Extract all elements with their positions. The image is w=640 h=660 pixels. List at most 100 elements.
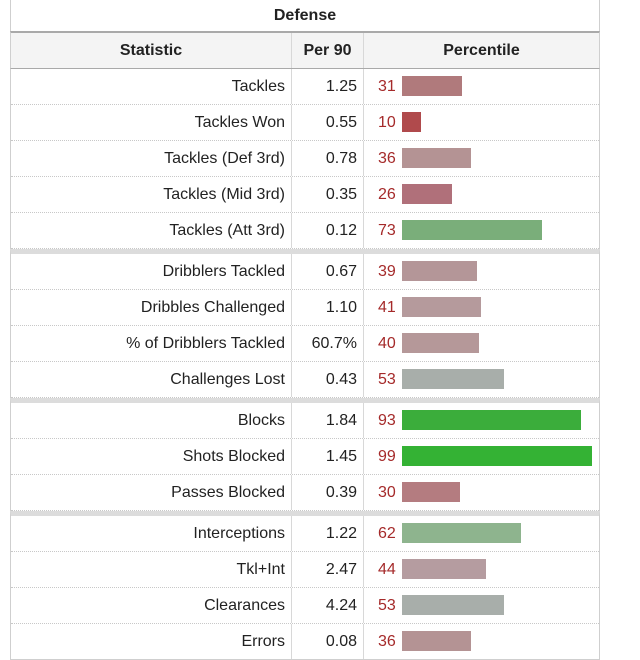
percentile-cell: 31 [363, 69, 599, 104]
percentile-bar-track [402, 552, 599, 587]
percentile-cell: 40 [363, 326, 599, 361]
percentile-bar-track [402, 439, 599, 474]
per-90-value: 0.67 [291, 254, 363, 289]
percentile-bar [402, 76, 462, 96]
header-row: Statistic Per 90 Percentile [10, 31, 600, 69]
header-per-90: Per 90 [291, 33, 363, 68]
percentile-value: 99 [378, 447, 396, 465]
stat-label: Tackles [231, 77, 285, 95]
percentile-cell: 44 [363, 552, 599, 587]
stat-label: Challenges Lost [170, 370, 285, 388]
per-90-value: 0.39 [291, 475, 363, 510]
percentile-bar [402, 333, 479, 353]
percentile-cell: 62 [363, 516, 599, 551]
stat-label: Tackles (Mid 3rd) [163, 185, 285, 203]
percentile-bar [402, 148, 471, 168]
percentile-value: 44 [378, 560, 396, 578]
percentile-value: 53 [378, 596, 396, 614]
per-90-value: 1.45 [291, 439, 363, 474]
stat-label: Tackles Won [194, 113, 285, 131]
per-90-value: 0.35 [291, 177, 363, 212]
percentile-cell: 53 [363, 588, 599, 623]
percentile-bar-track [402, 326, 599, 361]
per-90-value: 1.22 [291, 516, 363, 551]
percentile-cell: 26 [363, 177, 599, 212]
percentile-bar [402, 184, 452, 204]
table-row: Clearances 4.24 53 [11, 588, 599, 624]
stat-label: % of Dribblers Tackled [126, 334, 285, 352]
percentile-value: 62 [378, 524, 396, 542]
table-row: Shots Blocked 1.45 99 [11, 439, 599, 475]
percentile-bar [402, 595, 504, 615]
percentile-bar [402, 220, 542, 240]
stat-label: Interceptions [193, 524, 285, 542]
percentile-cell: 41 [363, 290, 599, 325]
table-row: Tkl+Int 2.47 44 [11, 552, 599, 588]
stat-label: Dribbles Challenged [140, 298, 285, 316]
percentile-bar [402, 369, 504, 389]
stat-label: Tkl+Int [236, 560, 285, 578]
stat-label: Shots Blocked [182, 447, 285, 465]
percentile-bar-track [402, 588, 599, 623]
table-row: Dribbles Challenged 1.10 41 [11, 290, 599, 326]
percentile-bar-track [402, 213, 599, 248]
table-row: Challenges Lost 0.43 53 [11, 362, 599, 398]
per-90-value: 1.10 [291, 290, 363, 325]
stat-label: Clearances [204, 596, 285, 614]
percentile-value: 39 [378, 262, 396, 280]
percentile-bar-track [402, 177, 599, 212]
per-90-value: 0.78 [291, 141, 363, 176]
percentile-bar [402, 559, 486, 579]
percentile-bar-track [402, 290, 599, 325]
row-group: Blocks 1.84 93 Shots Blocked 1.45 99 Passes Bl… [10, 398, 600, 511]
table-row: Errors 0.08 36 [11, 624, 599, 660]
header-statistic: Statistic [119, 41, 183, 59]
percentile-bar [402, 631, 471, 651]
percentile-cell: 73 [363, 213, 599, 248]
percentile-bar-track [402, 105, 599, 140]
percentile-bar-track [402, 362, 599, 397]
table-row: Tackles (Mid 3rd) 0.35 26 [11, 177, 599, 213]
per-90-value: 1.25 [291, 69, 363, 104]
percentile-value: 26 [378, 185, 396, 203]
row-group: Interceptions 1.22 62 Tkl+Int 2.47 44 Clearanc… [10, 511, 600, 660]
stat-label: Passes Blocked [171, 483, 285, 501]
percentile-value: 30 [378, 483, 396, 501]
per-90-value: 4.24 [291, 588, 363, 623]
stat-label: Tackles (Def 3rd) [164, 149, 285, 167]
percentile-bar [402, 261, 477, 281]
percentile-bar [402, 297, 481, 317]
table-row: % of Dribblers Tackled 60.7% 40 [11, 326, 599, 362]
row-group: Tackles 1.25 31 Tackles Won 0.55 10 Tackles (D… [10, 69, 600, 249]
table-row: Interceptions 1.22 62 [11, 516, 599, 552]
percentile-cell: 53 [363, 362, 599, 397]
percentile-value: 53 [378, 370, 396, 388]
percentile-bar-track [402, 141, 599, 176]
percentile-cell: 30 [363, 475, 599, 510]
table-row: Tackles Won 0.55 10 [11, 105, 599, 141]
percentile-cell: 36 [363, 141, 599, 176]
percentile-value: 40 [378, 334, 396, 352]
per-90-value: 2.47 [291, 552, 363, 587]
table-row: Tackles (Def 3rd) 0.78 36 [11, 141, 599, 177]
percentile-cell: 99 [363, 439, 599, 474]
percentile-cell: 93 [363, 403, 599, 438]
percentile-value: 10 [378, 113, 396, 131]
percentile-value: 31 [378, 77, 396, 95]
stat-label: Dribblers Tackled [162, 262, 285, 280]
per-90-value: 0.43 [291, 362, 363, 397]
per-90-value: 0.12 [291, 213, 363, 248]
percentile-bar [402, 410, 581, 430]
table-row: Tackles (Att 3rd) 0.12 73 [11, 213, 599, 249]
table-row: Blocks 1.84 93 [11, 403, 599, 439]
per-90-value: 60.7% [291, 326, 363, 361]
table-title: Defense [10, 0, 600, 31]
percentile-cell: 10 [363, 105, 599, 140]
percentile-bar-track [402, 475, 599, 510]
table-row: Tackles 1.25 31 [11, 69, 599, 105]
percentile-bar-track [402, 403, 599, 438]
defense-table: Defense Statistic Per 90 Percentile Tack… [10, 0, 600, 660]
percentile-bar [402, 482, 460, 502]
percentile-bar [402, 112, 421, 132]
percentile-bar-track [402, 254, 599, 289]
